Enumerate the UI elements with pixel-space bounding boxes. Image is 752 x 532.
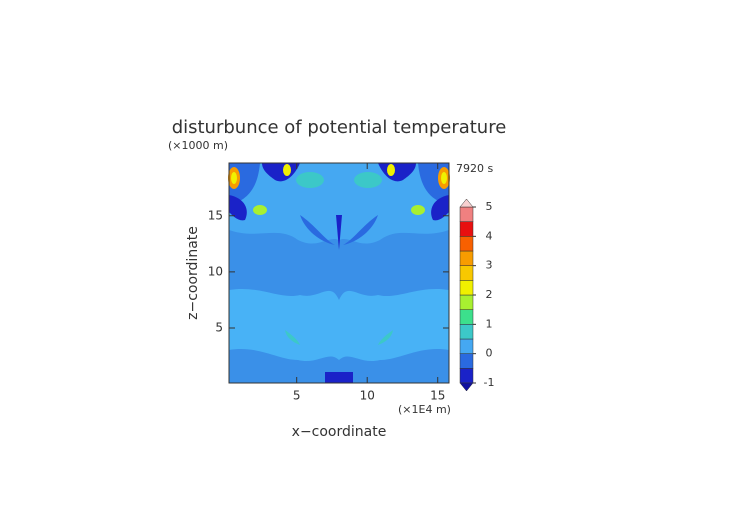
colorbar-box xyxy=(459,294,474,310)
x-tick-label: 15 xyxy=(430,389,445,403)
colorbar-box xyxy=(459,250,474,266)
colorbar-box xyxy=(459,309,474,325)
time-label: 7920 s xyxy=(456,162,493,175)
colorbar-box xyxy=(459,324,474,340)
colorbar-box xyxy=(459,236,474,252)
chart-title: disturbunce of potential temperature xyxy=(172,117,507,138)
colorbar-box xyxy=(459,368,474,384)
colorbar-extend-low xyxy=(459,382,474,392)
colorbar-box xyxy=(459,265,474,281)
y-tick-label: 10 xyxy=(208,264,223,278)
colorbar-tick-label: 2 xyxy=(486,288,493,301)
colorbar-tick-label: 4 xyxy=(486,229,493,242)
colorbar-extend-high xyxy=(459,198,474,208)
x-unit: (×1E4 m) xyxy=(398,403,451,416)
colorbar-box xyxy=(459,338,474,354)
colorbar-tick-label: -1 xyxy=(484,376,495,389)
x-tick-label: 10 xyxy=(360,389,375,403)
x-axis-label: x−coordinate xyxy=(292,424,387,440)
colorbar-tick-label: 3 xyxy=(486,259,493,272)
colorbar-tick-label: 5 xyxy=(486,200,493,213)
y-axis-label: z−coordinate xyxy=(185,226,201,320)
contour-field xyxy=(228,162,450,384)
colorbar-tick-label: 0 xyxy=(486,347,493,360)
colorbar-tick-label: 1 xyxy=(486,317,493,330)
y-tick-label: 5 xyxy=(215,321,223,335)
colorbar-box xyxy=(459,221,474,237)
colorbar-box xyxy=(459,280,474,296)
y-unit: (×1000 m) xyxy=(168,139,228,152)
y-tick-label: 15 xyxy=(208,208,223,222)
colorbar-box xyxy=(459,353,474,369)
x-tick-label: 5 xyxy=(293,389,301,403)
colorbar-box xyxy=(459,206,474,222)
